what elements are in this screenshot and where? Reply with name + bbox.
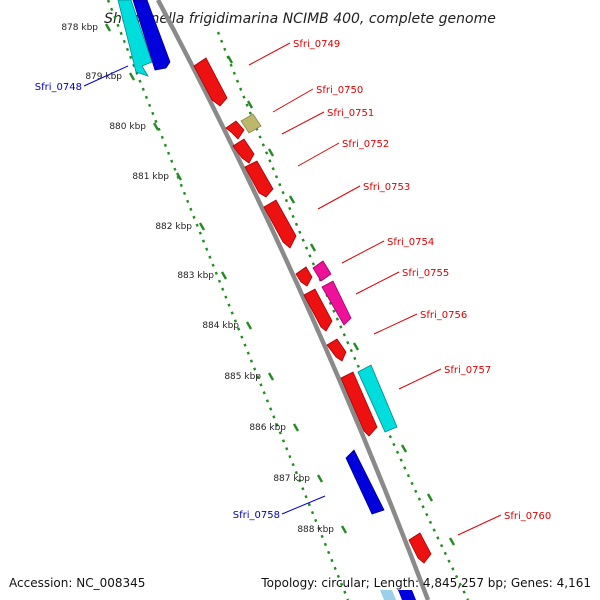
- scale-label: 880 kbp: [109, 122, 146, 132]
- gene-label-sfri-0753[interactable]: Sfri_0753: [363, 182, 410, 193]
- cds-sfri-0754a[interactable]: [295, 266, 313, 287]
- outer-scale-tick: [352, 342, 360, 351]
- cds-sfri-0758[interactable]: [345, 449, 385, 515]
- reverse-gene-labels: Sfri_0748 Sfri_0758: [35, 82, 280, 521]
- scale-tick: [220, 271, 228, 280]
- scale-label: 887 kbp: [273, 474, 310, 484]
- cds-sfri-0753[interactable]: [263, 199, 297, 249]
- gene-label-sfri-0755[interactable]: Sfri_0755: [402, 268, 449, 279]
- cds-sfri-0760[interactable]: [408, 532, 432, 564]
- scale-label: 886 kbp: [249, 423, 286, 433]
- outer-scale-tick: [426, 493, 434, 502]
- gene-label-sfri-0748[interactable]: Sfri_0748: [35, 82, 82, 93]
- cds-sfri-0755[interactable]: [321, 280, 352, 326]
- outer-scale-tick: [267, 148, 275, 157]
- cds-sfri-0749[interactable]: [193, 57, 228, 107]
- scale-label: 884 kbp: [202, 321, 239, 331]
- cds-sfri-0748[interactable]: [117, 0, 153, 77]
- outer-scale-tick: [246, 100, 254, 109]
- scale-ticks: [104, 23, 456, 546]
- cds-partial-bottom-b[interactable]: [398, 590, 416, 600]
- scale-tick: [152, 122, 160, 131]
- scale-tick: [128, 72, 136, 81]
- gene-label-sfri-0758[interactable]: Sfri_0758: [233, 510, 280, 521]
- outer-scale-tick: [288, 195, 296, 204]
- cds-sfri-0756b[interactable]: [326, 338, 347, 362]
- scale-label: 878 kbp: [61, 23, 98, 33]
- scale-label: 881 kbp: [132, 172, 169, 182]
- scale-label: 882 kbp: [155, 222, 192, 232]
- cds-sfri-0748-b[interactable]: [132, 0, 171, 71]
- scale-tick: [292, 423, 300, 432]
- gene-label-sfri-0760[interactable]: Sfri_0760: [504, 511, 551, 522]
- outer-dotted-track: [216, 31, 470, 600]
- gene-label-sfri-0751[interactable]: Sfri_0751: [327, 108, 374, 119]
- outer-scale-tick: [400, 444, 408, 453]
- cds-sfri-0754b[interactable]: [312, 260, 332, 282]
- cds-sfri-0752b[interactable]: [244, 160, 274, 198]
- gene-label-sfri-0754[interactable]: Sfri_0754: [387, 237, 434, 248]
- gene-label-sfri-0757[interactable]: Sfri_0757: [444, 365, 491, 376]
- scale-label: 885 kbp: [224, 372, 261, 382]
- cds-sfri-0757b[interactable]: [357, 364, 398, 433]
- cds-sfri-0752a[interactable]: [232, 138, 255, 164]
- scale-tick: [198, 222, 206, 231]
- scale-label: 883 kbp: [177, 271, 214, 281]
- accession-text: Accession: NC_008345: [9, 576, 145, 590]
- scale-tick: [340, 525, 348, 534]
- scale-tick: [316, 474, 324, 483]
- scale-tick: [245, 321, 253, 330]
- cds-sfri-0756a[interactable]: [303, 288, 333, 332]
- cds-sfri-0757a[interactable]: [340, 371, 378, 437]
- outer-scale-tick: [448, 537, 456, 546]
- gene-label-sfri-0752[interactable]: Sfri_0752: [342, 139, 389, 150]
- genome-summary-text: Topology: circular; Length: 4,845,257 bp…: [260, 576, 591, 590]
- cds-partial-bottom-a[interactable]: [380, 590, 396, 600]
- scale-tick: [175, 172, 183, 181]
- cds-sfri-0751[interactable]: [240, 113, 262, 134]
- genome-backbone: [156, 0, 431, 600]
- gene-label-sfri-0750[interactable]: Sfri_0750: [316, 85, 363, 96]
- reverse-strand-features: [117, 0, 416, 600]
- map-title: Shewanella frigidimarina NCIMB 400, comp…: [104, 11, 496, 27]
- forward-gene-labels: Sfri_0749 Sfri_0750 Sfri_0751 Sfri_0752 …: [293, 39, 551, 522]
- gene-label-sfri-0749[interactable]: Sfri_0749: [293, 39, 340, 50]
- outer-scale-tick: [309, 243, 317, 252]
- outer-scale-tick: [226, 55, 234, 64]
- scale-tick: [267, 372, 275, 381]
- forward-leaders: [248, 42, 502, 536]
- scale-tick: [104, 23, 112, 32]
- scale-label: 888 kbp: [297, 525, 334, 535]
- forward-strand-features: [193, 57, 432, 564]
- gene-label-sfri-0756[interactable]: Sfri_0756: [420, 310, 467, 321]
- cds-sfri-0750[interactable]: [225, 120, 245, 140]
- reverse-leaders: [83, 65, 326, 515]
